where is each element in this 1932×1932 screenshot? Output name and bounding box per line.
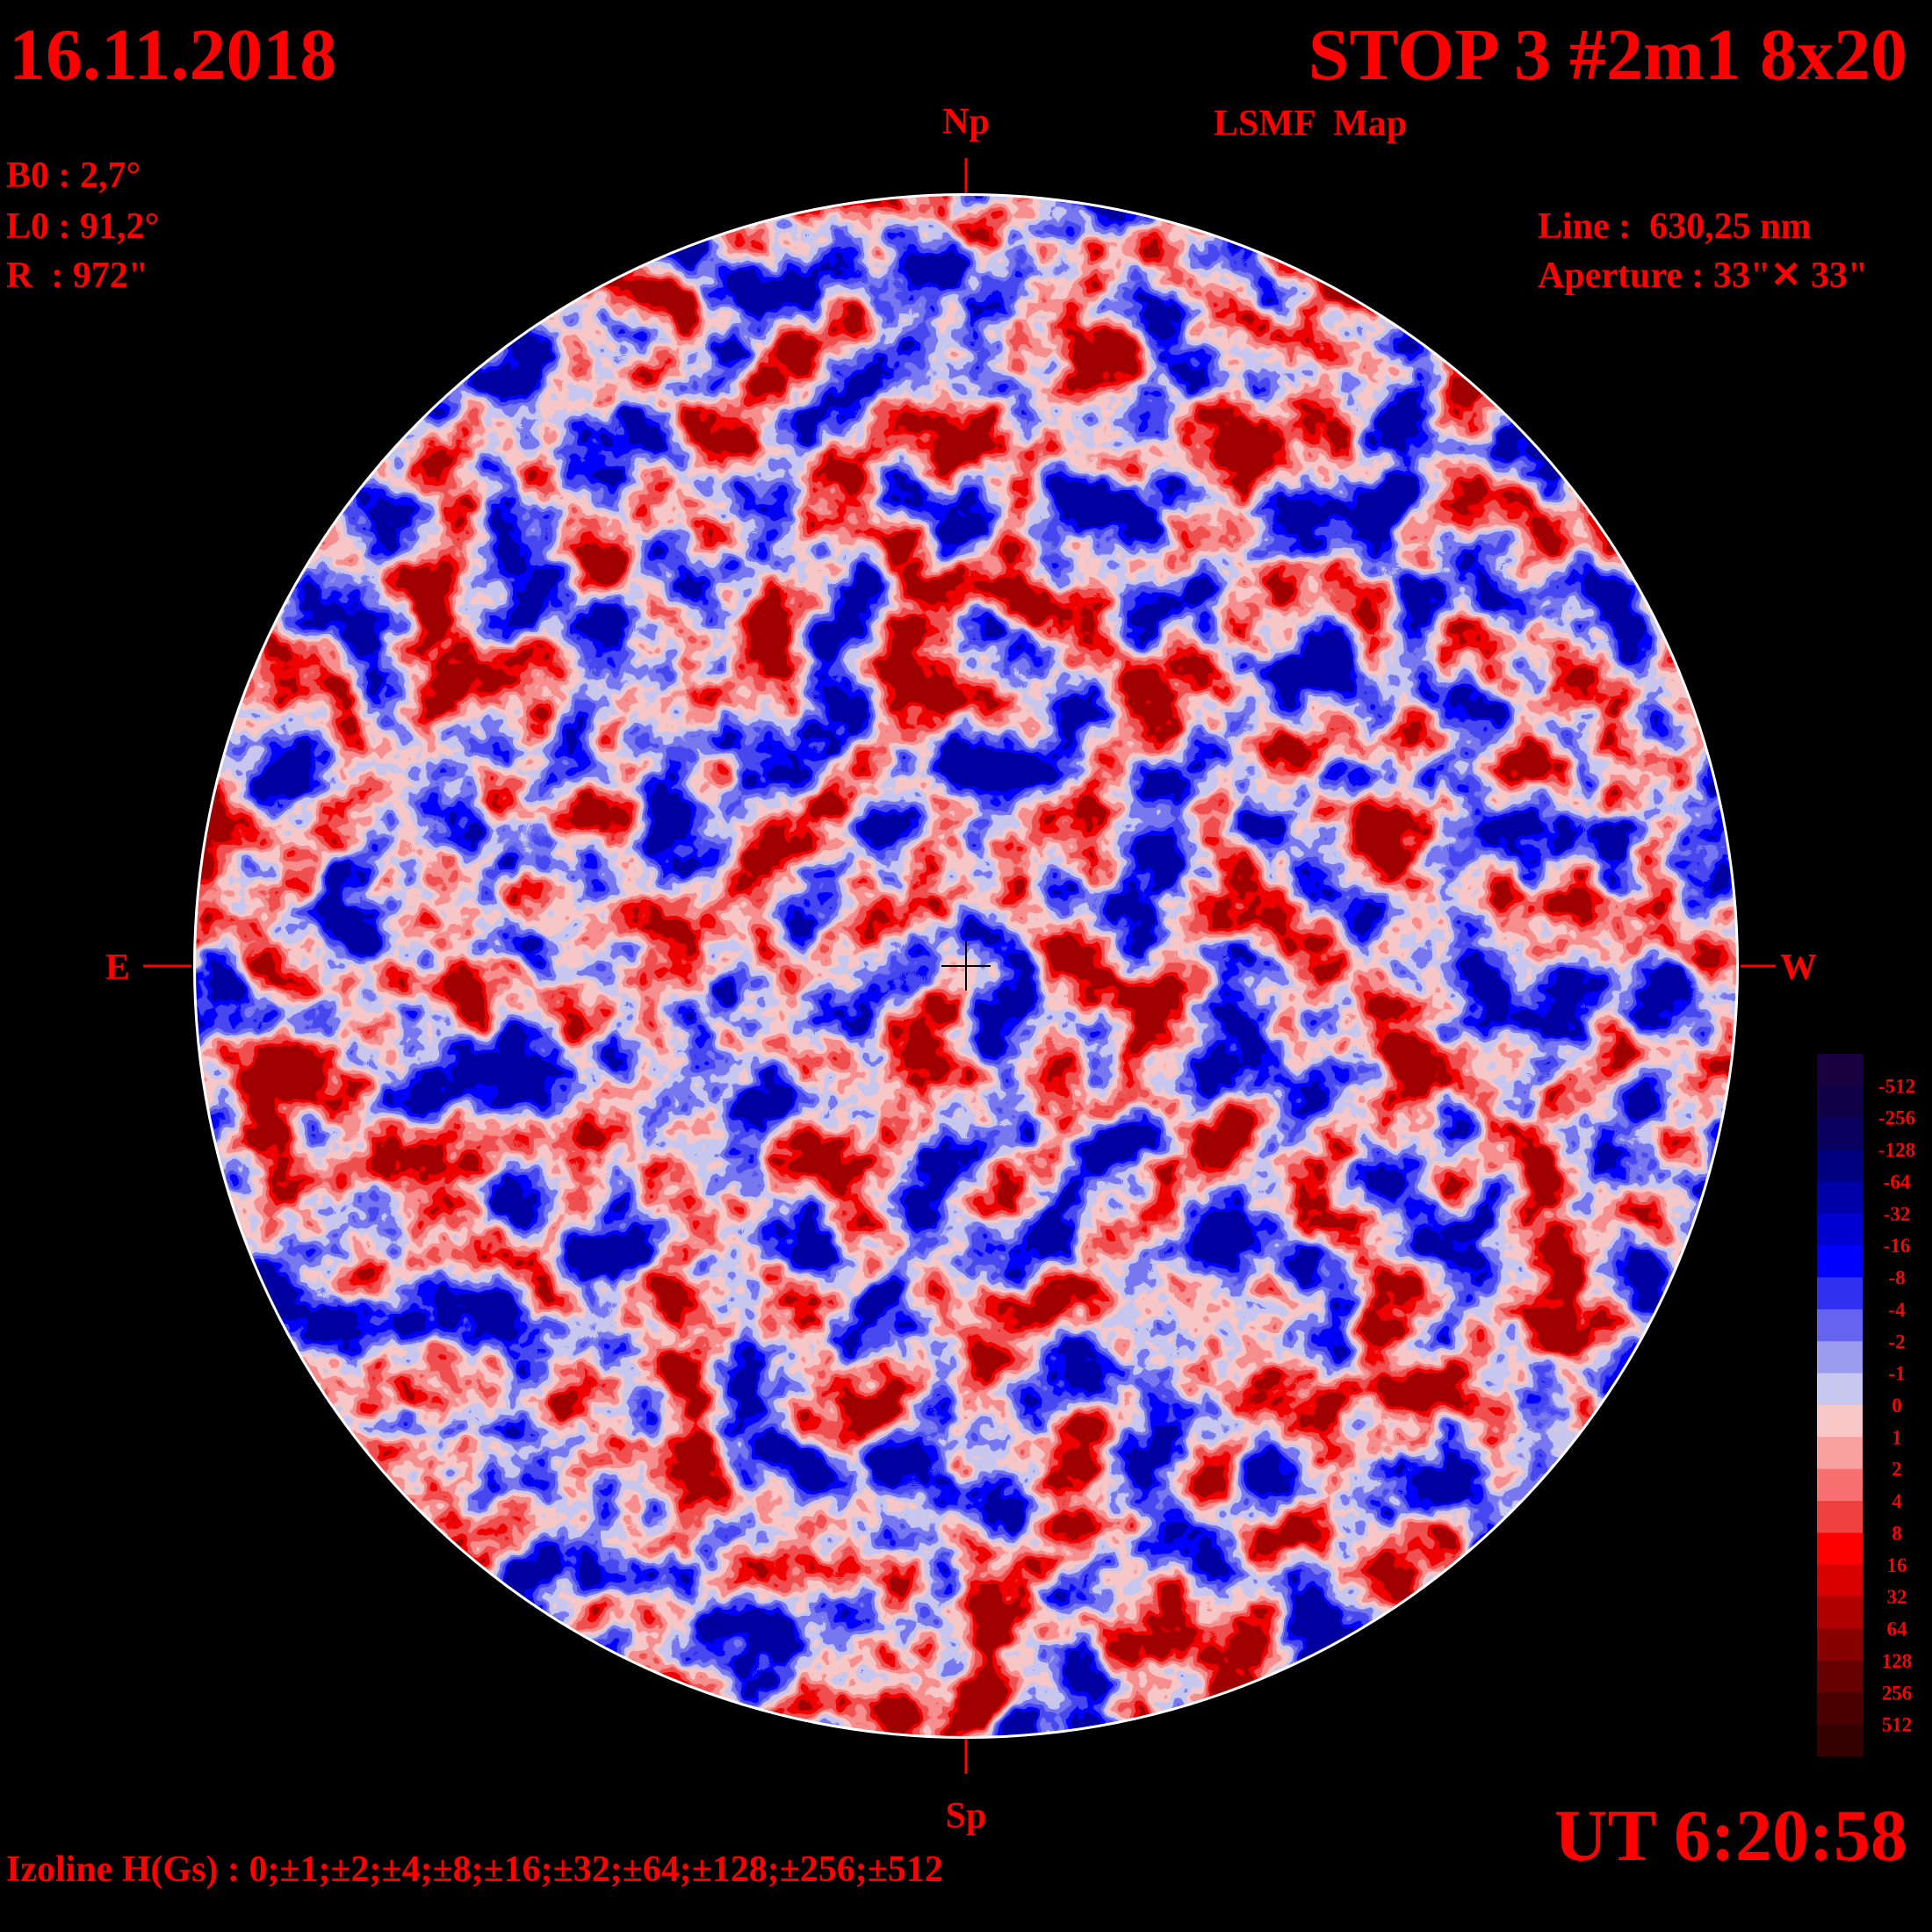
legend-swatch bbox=[1817, 1373, 1863, 1406]
legend-label: -4 bbox=[1888, 1299, 1906, 1321]
legend-label: -8 bbox=[1888, 1267, 1905, 1289]
legend-label: 32 bbox=[1887, 1586, 1907, 1608]
legend-swatch bbox=[1817, 1213, 1863, 1246]
line: Line : 630,25 nm bbox=[1538, 206, 1812, 247]
aperture: Aperture : 33"✕ 33" bbox=[1538, 256, 1868, 296]
legend-label: 4 bbox=[1892, 1490, 1902, 1512]
legend-swatch bbox=[1817, 1054, 1863, 1086]
legend-label: 128 bbox=[1882, 1650, 1913, 1672]
legend-swatch bbox=[1817, 1564, 1863, 1597]
legend-label: -16 bbox=[1884, 1235, 1911, 1257]
legend-swatch bbox=[1817, 1181, 1863, 1215]
legend-label: 64 bbox=[1887, 1618, 1908, 1640]
legend-label: -256 bbox=[1878, 1107, 1915, 1129]
legend-label: -512 bbox=[1878, 1075, 1915, 1097]
legend-swatch bbox=[1817, 1085, 1863, 1119]
legend-label: 8 bbox=[1892, 1522, 1902, 1544]
legend-label: -1 bbox=[1888, 1363, 1905, 1385]
north-label: Np bbox=[942, 102, 990, 142]
legend-swatch bbox=[1817, 1405, 1863, 1438]
title: STOP 3 #2m1 8x20 bbox=[1308, 14, 1907, 96]
south-label: Sp bbox=[946, 1796, 987, 1836]
legend-label: 16 bbox=[1887, 1554, 1907, 1576]
legend-label: -2 bbox=[1888, 1330, 1905, 1352]
radius: R : 972" bbox=[6, 256, 148, 296]
legend-swatch bbox=[1817, 1501, 1863, 1533]
legend-swatch bbox=[1817, 1660, 1863, 1693]
legend-swatch bbox=[1817, 1150, 1863, 1182]
legend-swatch bbox=[1817, 1628, 1863, 1662]
izoline: Izoline H(Gs) : 0;±1;±2;±4;±8;±16;±32;±6… bbox=[6, 1849, 943, 1890]
legend-label: 256 bbox=[1882, 1682, 1913, 1704]
legend-swatch bbox=[1817, 1437, 1863, 1470]
legend-swatch bbox=[1817, 1597, 1863, 1630]
legend-swatch bbox=[1817, 1308, 1863, 1342]
legend-swatch bbox=[1817, 1277, 1863, 1310]
west-label: W bbox=[1780, 948, 1817, 988]
legend-label: -64 bbox=[1884, 1171, 1911, 1193]
legend-swatch bbox=[1817, 1724, 1863, 1757]
east-label: E bbox=[105, 948, 130, 988]
legend-swatch bbox=[1817, 1245, 1863, 1279]
subtitle: LSMF Map bbox=[1214, 104, 1407, 144]
legend-swatch bbox=[1817, 1117, 1863, 1150]
legend-label: 2 bbox=[1892, 1459, 1902, 1481]
color-legend: -512 -256 -128 -64 -32 -16 -8 -4 -2 -1 0 1 2 4 8 16 32 64… bbox=[1817, 1054, 1915, 1757]
b0: B0 : 2,7° bbox=[6, 155, 141, 196]
center-cross bbox=[941, 941, 991, 991]
time: UT 6:20:58 bbox=[1554, 1795, 1907, 1877]
axis-ticks bbox=[143, 158, 1776, 1774]
date: 16.11.2018 bbox=[9, 14, 336, 96]
legend-swatch bbox=[1817, 1692, 1863, 1726]
l0: L0 : 91,2° bbox=[6, 206, 159, 247]
legend-label: 512 bbox=[1882, 1714, 1913, 1736]
legend-label: -32 bbox=[1884, 1203, 1911, 1225]
legend-label: 0 bbox=[1892, 1395, 1902, 1417]
legend-label: 1 bbox=[1892, 1426, 1902, 1448]
legend-swatch bbox=[1817, 1468, 1863, 1502]
legend-label: -128 bbox=[1878, 1139, 1915, 1161]
legend-swatch bbox=[1817, 1341, 1863, 1374]
legend-swatch bbox=[1817, 1532, 1863, 1566]
